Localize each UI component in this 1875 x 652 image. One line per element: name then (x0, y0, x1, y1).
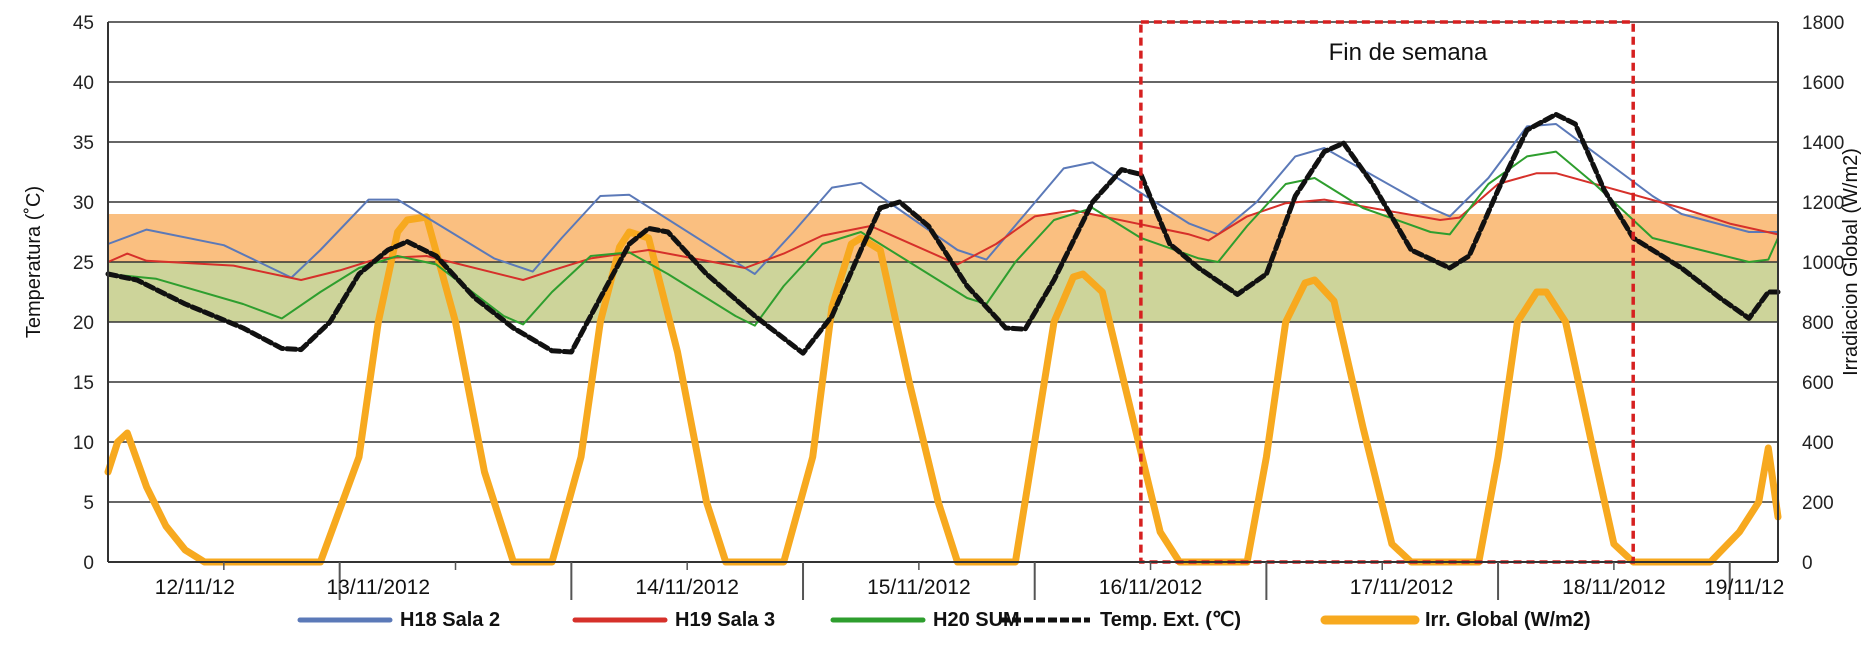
band-comfort-mild (108, 262, 1778, 322)
y2-tick-label: 1000 (1802, 253, 1844, 274)
left-axis-ticks: 0 5 10 15 20 25 30 35 40 45 (73, 13, 94, 574)
y-tick-label: 10 (73, 433, 94, 454)
y-tick-label: 5 (83, 493, 94, 514)
date-label: 19/11/12 (1704, 576, 1784, 599)
date-label: 17/11/2012 (1350, 576, 1454, 599)
y-tick-label: 20 (73, 313, 94, 334)
y2-tick-label: 1600 (1802, 73, 1844, 94)
y-tick-label: 45 (73, 13, 94, 34)
y2-axis-title: Irradiacion Global (W/m2) (1840, 148, 1862, 376)
legend-label: H20 SUM (933, 609, 1020, 631)
date-axis: 12/11/12 13/11/2012 14/11/2012 15/11/2012 16… (108, 561, 1784, 600)
plot-frame (107, 22, 1779, 562)
y2-tick-label: 1800 (1802, 13, 1844, 34)
date-label: 16/11/2012 (1099, 576, 1203, 599)
y2-tick-label: 400 (1802, 433, 1834, 454)
y2-tick-label: 800 (1802, 313, 1834, 334)
horizontal-gridlines (108, 21, 1778, 563)
date-label: 14/11/2012 (635, 576, 739, 599)
legend-label: H18 Sala 2 (400, 609, 500, 631)
right-axis-ticks: 0 200 400 600 800 1000 1200 1400 1600 1800 (1802, 13, 1844, 574)
date-label: 18/11/2012 (1562, 576, 1666, 599)
y-tick-label: 30 (73, 193, 94, 214)
y-tick-label: 25 (73, 253, 94, 274)
legend: H18 Sala 2 H19 Sala 3 H20 SUM Temp. Ext. (℃… (297, 609, 1591, 631)
y-axis-title: Temperatura (˚C) (23, 186, 45, 338)
y2-tick-label: 600 (1802, 373, 1834, 394)
legend-label: H19 Sala 3 (675, 609, 775, 631)
series-line-3 (105, 111, 1781, 356)
band-comfort-warm (108, 214, 1778, 262)
date-label: 13/11/2012 (327, 576, 431, 599)
date-label: 12/11/12 (155, 576, 235, 599)
legend-label: Irr. Global (W/m2) (1425, 609, 1591, 631)
y2-tick-label: 1400 (1802, 133, 1844, 154)
y-tick-label: 0 (83, 553, 94, 574)
weekend-annotation: Fin de semana (1329, 39, 1488, 66)
y2-tick-label: 200 (1802, 493, 1834, 514)
series-line-1 (107, 172, 1779, 281)
series-layer (104, 111, 1782, 566)
date-label: 15/11/2012 (867, 576, 971, 599)
y-tick-label: 35 (73, 133, 94, 154)
y2-tick-label: 0 (1802, 553, 1813, 574)
y2-tick-label: 1200 (1802, 193, 1844, 214)
legend-label: Temp. Ext. (℃) (1100, 609, 1241, 631)
series-line-0 (107, 123, 1779, 279)
series-line-4 (104, 213, 1782, 566)
y-tick-label: 15 (73, 373, 94, 394)
y-tick-label: 40 (73, 73, 94, 94)
